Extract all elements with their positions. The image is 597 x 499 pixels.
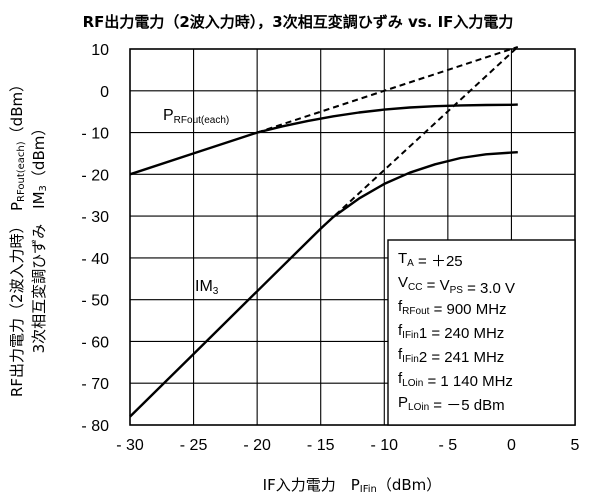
x-tick-label: 5 [571,437,580,454]
x-tick-label: - 5 [439,437,458,454]
x-tick-label: - 10 [370,437,398,454]
series-line-im3 [129,151,518,418]
condition-line: fIFin2 = 241 MHz [398,346,504,366]
series-label-prfout: PRFout(each) [163,107,229,126]
condition-line: fRFout = 900 MHz [398,298,507,318]
conditions-box-frame [387,239,576,426]
y-tick-label: - 40 [81,251,109,268]
plot-lines [129,45,519,418]
condition-line: PLOin = －5 dBm [398,394,505,414]
x-tick-label: - 25 [180,437,208,454]
chart-title: RF出力電力（2波入力時），3次相互変調ひずみ vs. IF入力電力 [83,13,514,31]
extrapolation-line-2 [256,45,519,134]
condition-line: fLOin = 1 140 MHz [398,370,513,390]
y-tick-label: - 50 [81,293,109,310]
y-tick-label: - 60 [81,334,109,351]
y-tick-label: 0 [100,84,109,101]
condition-line: TA = ＋25 [398,250,463,270]
y-tick-label: 10 [91,42,109,59]
y-tick-label: - 20 [81,167,109,184]
y-tick-label: - 30 [81,209,109,226]
y-tick-label: - 80 [81,418,109,435]
x-tick-label: - 15 [307,437,335,454]
plot-frame [129,48,576,426]
x-tick-label: - 20 [243,437,271,454]
condition-line: VCC = VPS = 3.0 V [398,274,515,297]
y-axis-label-rf: RF出力電力（2波入力時） PRFout(each)（dBm） [8,77,27,397]
series-label-im3: IM3 [195,278,219,297]
x-tick-label: - 30 [116,437,144,454]
y-axis-label-im3: 3次相互変調ひずみ IM3（dBm） [30,121,49,354]
y-tick-label: - 10 [81,126,109,143]
condition-line: fIFin1 = 240 MHz [398,322,504,342]
x-tick-label: 0 [507,437,516,454]
y-tick-label: - 70 [81,376,109,393]
extrapolation-line-3 [320,46,519,230]
x-axis-label: IF入力電力 PIFin（dBm） [263,476,442,495]
